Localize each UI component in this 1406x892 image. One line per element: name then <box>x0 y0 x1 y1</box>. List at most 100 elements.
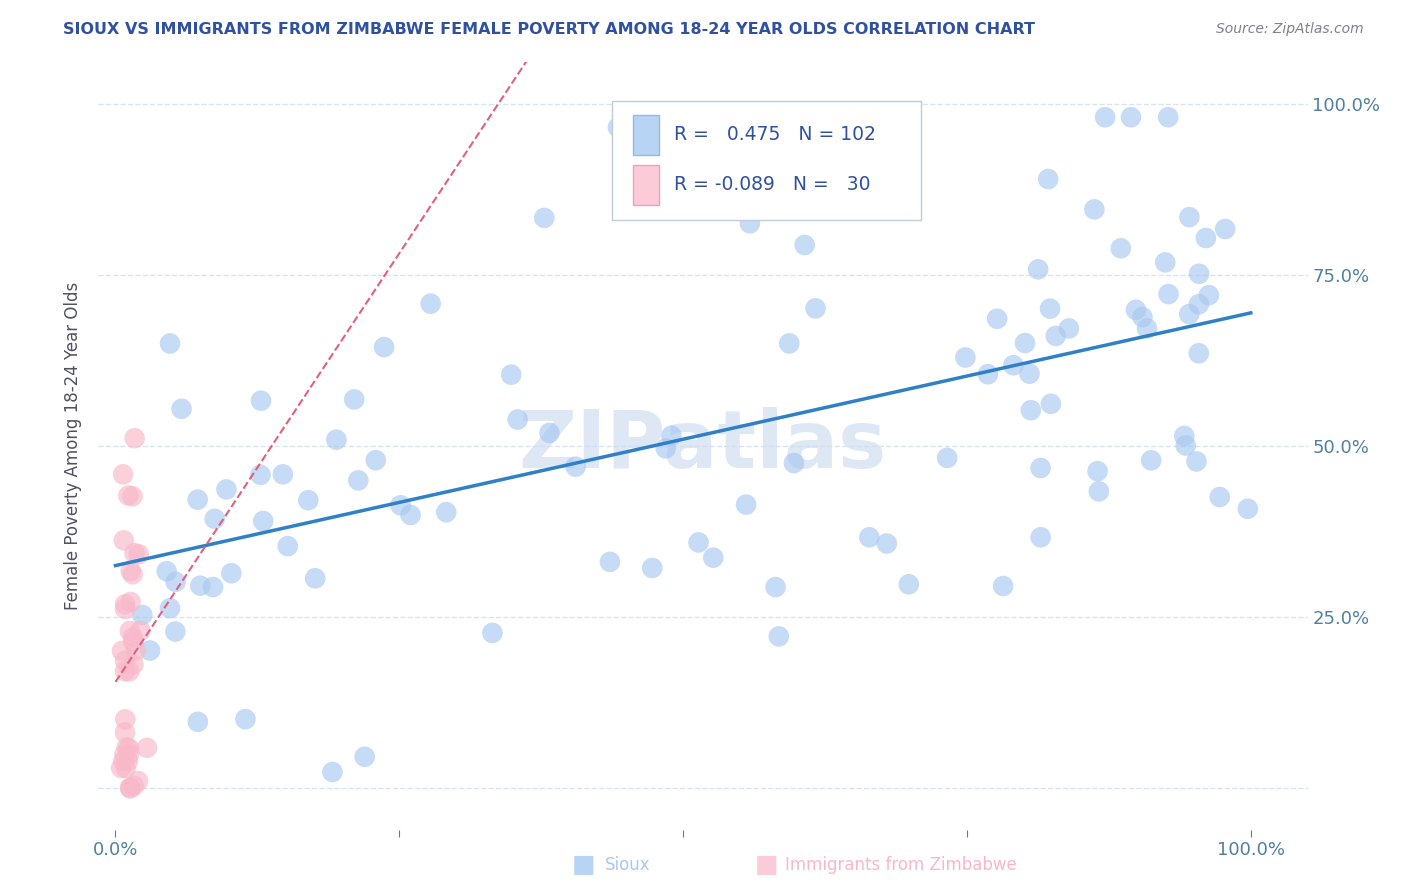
Point <box>114 761 136 775</box>
Point <box>538 425 561 440</box>
Text: R = -0.089   N =   30: R = -0.089 N = 30 <box>673 176 870 194</box>
Point <box>1002 358 1025 372</box>
Point <box>202 580 225 594</box>
Point <box>139 643 162 657</box>
Point <box>1185 454 1208 468</box>
Point <box>858 530 880 544</box>
Point <box>122 634 145 648</box>
Point <box>501 368 523 382</box>
Point <box>977 368 1000 382</box>
Point <box>1157 110 1180 124</box>
Point <box>1109 241 1132 255</box>
Bar <box>633 115 659 154</box>
Point <box>599 555 621 569</box>
Point <box>765 580 787 594</box>
Point <box>793 238 815 252</box>
Point <box>389 499 412 513</box>
Point <box>1026 262 1049 277</box>
Y-axis label: Female Poverty Among 18-24 Year Olds: Female Poverty Among 18-24 Year Olds <box>65 282 83 610</box>
Point <box>114 597 136 611</box>
Point <box>654 442 676 456</box>
Point <box>188 579 211 593</box>
Point <box>897 577 920 591</box>
Point <box>110 761 132 775</box>
Point <box>124 546 146 560</box>
Point <box>124 431 146 445</box>
Text: ■: ■ <box>572 854 595 877</box>
Point <box>165 624 187 639</box>
Point <box>991 579 1014 593</box>
Point <box>129 624 152 638</box>
Point <box>235 712 257 726</box>
Point <box>112 533 135 548</box>
Point <box>112 754 135 768</box>
Point <box>131 607 153 622</box>
Point <box>347 474 370 488</box>
Point <box>955 351 977 365</box>
Point <box>111 644 134 658</box>
Point <box>122 657 145 672</box>
Text: R =   0.475   N = 102: R = 0.475 N = 102 <box>673 125 876 145</box>
Point <box>876 536 898 550</box>
Point <box>321 764 343 779</box>
Text: Sioux: Sioux <box>605 856 650 874</box>
Point <box>778 336 800 351</box>
Point <box>165 574 187 589</box>
Point <box>661 429 683 443</box>
Point <box>1014 336 1036 351</box>
Point <box>1039 301 1062 316</box>
Text: SIOUX VS IMMIGRANTS FROM ZIMBABWE FEMALE POVERTY AMONG 18-24 YEAR OLDS CORRELATI: SIOUX VS IMMIGRANTS FROM ZIMBABWE FEMALE… <box>63 22 1035 37</box>
Point <box>1088 484 1111 499</box>
FancyBboxPatch shape <box>613 101 921 219</box>
Text: ■: ■ <box>755 854 778 877</box>
Point <box>481 626 503 640</box>
Point <box>125 644 148 658</box>
Point <box>121 567 143 582</box>
Point <box>115 740 138 755</box>
Point <box>641 561 664 575</box>
Point <box>304 571 326 585</box>
Point <box>343 392 366 407</box>
Point <box>215 483 238 497</box>
Point <box>506 412 529 426</box>
Point <box>1045 329 1067 343</box>
Point <box>533 211 555 225</box>
Point <box>136 740 159 755</box>
Bar <box>633 165 659 205</box>
Text: Immigrants from Zimbabwe: Immigrants from Zimbabwe <box>785 856 1017 874</box>
Point <box>170 401 193 416</box>
Point <box>783 456 806 470</box>
Point <box>112 467 135 482</box>
Point <box>738 216 761 230</box>
Point <box>1119 110 1142 124</box>
Point <box>353 749 375 764</box>
Point <box>735 498 758 512</box>
Point <box>114 725 136 739</box>
Point <box>252 514 274 528</box>
Point <box>297 493 319 508</box>
Point <box>1188 267 1211 281</box>
Text: Source: ZipAtlas.com: Source: ZipAtlas.com <box>1216 22 1364 37</box>
Point <box>1195 231 1218 245</box>
Point <box>1132 310 1154 325</box>
Point <box>1125 302 1147 317</box>
Point <box>114 654 136 668</box>
Point <box>1209 490 1232 504</box>
Point <box>373 340 395 354</box>
Point <box>114 712 136 726</box>
Point <box>986 311 1008 326</box>
Point <box>849 110 872 124</box>
Point <box>187 714 209 729</box>
Point <box>1198 288 1220 302</box>
Point <box>768 629 790 643</box>
Point <box>1057 321 1080 335</box>
Point <box>114 602 136 616</box>
Point <box>1094 110 1116 124</box>
Point <box>1178 307 1201 321</box>
Point <box>1087 464 1109 478</box>
Point <box>122 631 145 645</box>
Point <box>204 512 226 526</box>
Point <box>187 492 209 507</box>
Point <box>159 601 181 615</box>
Point <box>419 296 441 310</box>
